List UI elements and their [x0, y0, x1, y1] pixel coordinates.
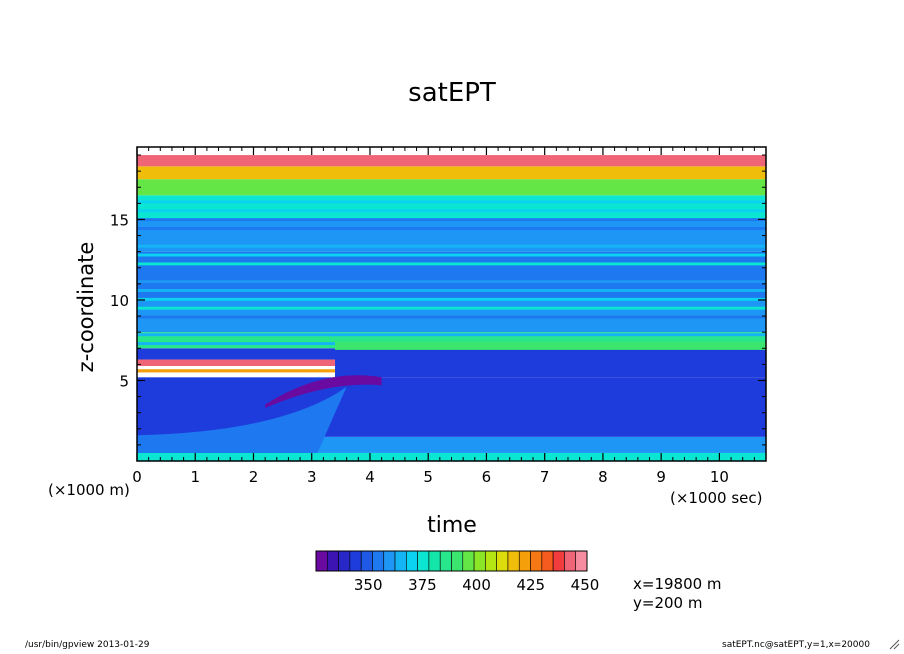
colorbar-frame [315, 550, 588, 572]
x-axis-label: time [427, 513, 477, 538]
heatmap-streak [137, 333, 766, 337]
colorbar-cell [406, 550, 418, 572]
heatmap-band [137, 452, 766, 461]
colorbar-cell [507, 550, 520, 572]
y-tick-label: 5 [119, 372, 129, 390]
chart-title: satEPT [408, 78, 496, 108]
colorbar-label: 375 [408, 576, 437, 594]
heatmap-streak [137, 244, 766, 248]
colorbar-label: 450 [571, 576, 600, 594]
colorbar-cell [518, 550, 531, 572]
heatmap-streak [137, 315, 766, 319]
x-tick-label: 7 [540, 468, 550, 486]
colorbar-label: 350 [354, 576, 383, 594]
y-tick-label: 10 [110, 292, 129, 310]
colorbar-cell [462, 550, 475, 572]
heatmap-band [137, 251, 766, 300]
colorbar-cell [541, 550, 554, 572]
colorbar-cell [575, 550, 588, 572]
x-tick-label: 2 [249, 468, 259, 486]
heatmap-streak [137, 235, 766, 239]
colorbar-cell [496, 550, 509, 572]
footer-right: satEPT.nc@satEPT,y=1,x=20000 [722, 640, 870, 650]
x-tick-label: 5 [423, 468, 433, 486]
heatmap-wedge [137, 386, 347, 453]
colorbar-cell [485, 550, 497, 572]
heatmap-streak [137, 271, 766, 275]
colorbar-cell [552, 550, 565, 572]
heatmap-band [137, 195, 766, 220]
heatmap-streak [137, 200, 766, 204]
heatmap-patch [335, 341, 766, 350]
colorbar-cell [383, 550, 396, 572]
x-tick-label: 9 [656, 468, 666, 486]
heatmap-streak [137, 306, 766, 310]
footer-left: /usr/bin/gpview 2013-01-29 [25, 640, 150, 650]
x-tick-label: 4 [365, 468, 375, 486]
colorbar-cell [473, 550, 486, 572]
heatmap-streak [137, 262, 766, 266]
resize-grip-icon[interactable] [888, 638, 900, 650]
colorbar-cell [428, 550, 441, 572]
annotation-x: x=19800 m [633, 575, 722, 593]
x-tick-label: 6 [482, 468, 492, 486]
colorbar-cell [326, 550, 339, 572]
y-tick-label: 15 [110, 211, 129, 229]
colorbar-label: 425 [516, 576, 545, 594]
colorbar-cell [417, 550, 430, 572]
heatmap-streak [137, 218, 766, 222]
heatmap-streak [137, 280, 766, 284]
colorbar-cell [439, 550, 452, 572]
colorbar-cell [315, 550, 328, 572]
x-tick-label: 3 [307, 468, 317, 486]
heatmap-top [137, 147, 766, 156]
colorbar-cell [564, 550, 577, 572]
colorbar-cell [530, 550, 543, 572]
colorbar-cell [394, 550, 407, 572]
heatmap-patch [137, 359, 336, 366]
heatmap-band [137, 166, 766, 180]
x-tick-label: 0 [132, 468, 142, 486]
annotation-y: y=200 m [633, 594, 703, 612]
heatmap-band [137, 155, 766, 167]
colorbar-cell [360, 550, 373, 572]
heatmap-streak [137, 297, 766, 301]
heatmap-streak [137, 289, 766, 292]
colorbar-label: 400 [462, 576, 491, 594]
heatmap-streak [137, 253, 766, 257]
heatmap-patch [137, 369, 336, 373]
x-tick-label: 10 [710, 468, 729, 486]
y-axis-unit: (×1000 m) [48, 481, 130, 499]
heatmap-band [137, 179, 766, 196]
x-axis-unit: (×1000 sec) [670, 489, 763, 507]
colorbar-cell [338, 550, 351, 572]
x-tick-label: 8 [598, 468, 608, 486]
colorbar-cell [349, 550, 362, 572]
heatmap-streak [137, 227, 766, 230]
colorbar-cell [372, 550, 385, 572]
x-tick-label: 1 [190, 468, 200, 486]
colorbar-cell [451, 550, 464, 572]
heatmap-plume [265, 375, 382, 408]
heatmap-streak [137, 324, 766, 328]
heatmap-streak [137, 209, 766, 213]
